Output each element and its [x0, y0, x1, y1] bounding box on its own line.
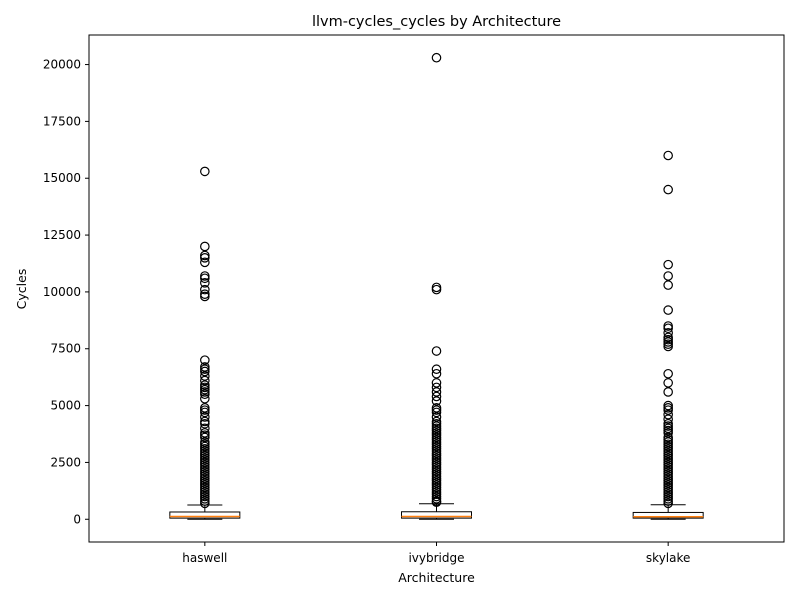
- outlier-point: [200, 366, 210, 377]
- box-skylake: [632, 150, 704, 520]
- outlier-point: [431, 346, 442, 356]
- y-tick-label: 15000: [43, 171, 81, 185]
- axes: 0 2500 5000 7500 10000 12500 15000 17500 20000 ha…: [43, 34, 785, 565]
- outlier-point: [431, 378, 442, 388]
- box-ivybridge: [401, 52, 472, 520]
- y-tick-label: 5000: [50, 399, 81, 413]
- outlier-point: [200, 393, 210, 404]
- outlier-point: [663, 305, 673, 315]
- outlier-point: [663, 387, 673, 397]
- outlier-point: [663, 428, 673, 438]
- outlier-point: [200, 291, 210, 302]
- outlier-point: [200, 412, 210, 422]
- y-tick-label: 17500: [43, 114, 81, 128]
- outlier-point: [663, 341, 673, 352]
- outlier-point: [200, 257, 210, 268]
- outlier-point: [200, 273, 210, 284]
- outlier-point: [663, 323, 673, 334]
- outlier-point: [200, 389, 210, 400]
- box-iqr: [401, 511, 472, 519]
- outlier-point: [663, 150, 673, 161]
- outlier-point: [663, 498, 673, 509]
- outlier-point: [431, 497, 442, 508]
- y-tick-label: 12500: [43, 228, 81, 242]
- outlier-point: [431, 387, 442, 397]
- outlier-point: [431, 412, 442, 422]
- outlier-point: [200, 498, 210, 509]
- outlier-point: [200, 253, 210, 263]
- outlier-point: [663, 409, 673, 420]
- outlier-point: [431, 364, 442, 375]
- outlier-point: [431, 396, 442, 406]
- x-tick-label: ivybridge: [408, 551, 464, 565]
- outlier-point: [431, 284, 442, 295]
- outlier-point: [663, 271, 673, 281]
- outlier-point: [200, 284, 210, 295]
- plot-area: [169, 52, 704, 520]
- outlier-point: [200, 432, 210, 443]
- outlier-point: [431, 407, 442, 418]
- y-tick-label: 2500: [50, 455, 81, 469]
- y-axis-label: Cycles: [14, 269, 29, 310]
- outlier-point: [663, 378, 673, 388]
- outlier-point: [200, 375, 210, 386]
- outlier-point: [663, 414, 673, 425]
- y-tick-label: 7500: [50, 342, 81, 356]
- x-axis-label: Architecture: [398, 570, 475, 585]
- y-tick-label: 20000: [43, 58, 81, 72]
- box-haswell: [169, 166, 241, 520]
- outlier-point: [200, 418, 210, 429]
- outlier-point: [200, 278, 210, 288]
- outlier-point: [431, 391, 442, 402]
- box-iqr: [169, 511, 241, 519]
- outlier-point: [200, 423, 210, 434]
- y-tick-label: 10000: [43, 285, 81, 299]
- outlier-point: [200, 371, 210, 381]
- chart-title: llvm-cycles_cycles by Architecture: [312, 14, 561, 30]
- outlier-point: [663, 259, 673, 270]
- outlier-point: [663, 368, 673, 379]
- outlier-point: [663, 405, 673, 415]
- outlier-point: [200, 241, 210, 252]
- outlier-point: [663, 184, 673, 195]
- x-tick-label: haswell: [182, 551, 227, 565]
- outlier-point: [200, 166, 210, 177]
- outlier-point: [431, 368, 442, 379]
- outlier-point: [663, 280, 673, 290]
- outlier-point: [200, 355, 210, 365]
- outlier-point: [431, 382, 442, 393]
- y-tick-label: 0: [73, 512, 81, 526]
- outlier-point: [200, 407, 210, 418]
- plot-frame: [88, 34, 785, 543]
- outlier-point: [663, 328, 673, 338]
- x-tick-label: skylake: [646, 551, 690, 565]
- outlier-point: [431, 52, 442, 63]
- box-iqr: [632, 511, 704, 519]
